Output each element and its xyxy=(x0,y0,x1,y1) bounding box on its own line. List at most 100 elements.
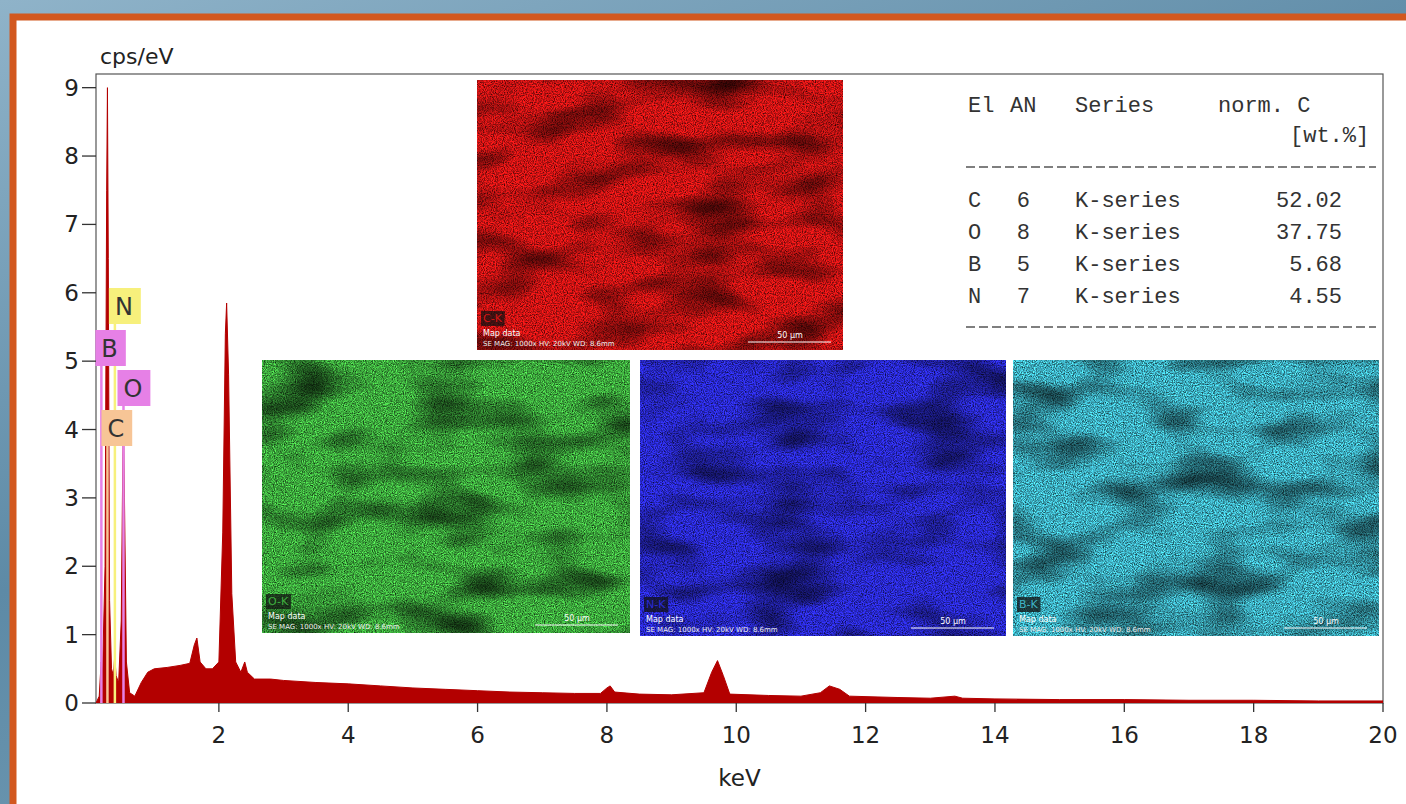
scale-bar xyxy=(1284,628,1367,629)
table-header: El xyxy=(968,94,994,119)
scale-bar-label: 50 µm xyxy=(777,331,803,340)
table-cell: C xyxy=(968,189,981,214)
table-cell: N xyxy=(968,285,981,310)
x-tick xyxy=(1253,703,1254,712)
map-info: SE MAG: 1000x HV: 20kV WD: 8.6mm xyxy=(483,340,615,348)
quant-table: El AN Series norm. C [wt.%] C 6 K-series 52.02 O 8… xyxy=(966,94,1376,327)
map-label: O-K xyxy=(268,595,289,608)
x-tick xyxy=(1124,703,1125,712)
table-cell: O xyxy=(968,221,981,246)
y-tick-label: 0 xyxy=(64,690,79,716)
map-label-bg xyxy=(266,594,291,609)
y-tick xyxy=(82,292,96,293)
y-tick-label: 2 xyxy=(64,553,79,579)
plot-frame xyxy=(96,74,1383,703)
y-tick-label: 7 xyxy=(64,211,79,237)
map-info: SE MAG: 1000x HV: 20kV WD: 8.6mm xyxy=(268,623,400,631)
map-image xyxy=(640,360,1006,636)
y-tick xyxy=(82,361,96,362)
element-label: O xyxy=(123,375,142,403)
table-cell: 6 xyxy=(1017,189,1030,214)
x-tick xyxy=(1382,703,1383,712)
x-tick xyxy=(736,703,737,712)
y-tick xyxy=(82,224,96,225)
element-map: B-K Map data SE MAG: 1000x HV: 20kV WD: 8.… xyxy=(1013,360,1379,636)
x-tick-label: 20 xyxy=(1368,722,1397,748)
table-cell: 52.02 xyxy=(1276,189,1342,214)
table-rule xyxy=(966,326,1376,327)
map-label: B-K xyxy=(1019,598,1039,611)
map-image xyxy=(477,80,843,350)
map-caption: Map data xyxy=(1019,615,1057,624)
element-label-box xyxy=(95,330,125,366)
y-tick-label: 1 xyxy=(64,622,79,648)
map-label: N-K xyxy=(646,598,666,611)
x-tick-label: 14 xyxy=(980,722,1009,748)
table-cell: K-series xyxy=(1075,285,1181,310)
x-tick-label: 12 xyxy=(851,722,880,748)
map-caption: Map data xyxy=(646,615,684,624)
x-tick-label: 4 xyxy=(341,722,356,748)
scale-bar xyxy=(911,628,994,629)
element-map: C-K Map data SE MAG: 1000x HV: 20kV WD: 8.… xyxy=(477,80,843,350)
element-label: N xyxy=(115,293,133,321)
table-header: AN xyxy=(1010,94,1036,119)
map-image xyxy=(1013,360,1379,636)
table-cell: 5 xyxy=(1017,253,1030,278)
y-tick-label: 4 xyxy=(64,417,79,443)
map-bg xyxy=(1013,360,1379,636)
table-header: Series xyxy=(1075,94,1154,119)
table-cell: K-series xyxy=(1075,189,1181,214)
table-cell: 4.55 xyxy=(1289,285,1342,310)
scale-bar xyxy=(535,625,618,626)
y-tick xyxy=(82,497,96,498)
page: NBOC01234567892468101214161820cps/eVkeVC… xyxy=(0,0,1406,804)
table-cell: 5.68 xyxy=(1289,253,1342,278)
element-map: N-K Map data SE MAG: 1000x HV: 20kV WD: 8.… xyxy=(640,360,1006,636)
y-tick-label: 8 xyxy=(64,143,79,169)
x-tick-label: 10 xyxy=(722,722,751,748)
map-label: C-K xyxy=(483,312,503,325)
y-tick xyxy=(82,87,96,88)
map-bg xyxy=(477,80,843,350)
y-tick xyxy=(82,702,96,703)
table-cell: 8 xyxy=(1017,221,1030,246)
y-tick-label: 6 xyxy=(64,280,79,306)
y-tick xyxy=(82,155,96,156)
element-line xyxy=(100,348,103,703)
table-header: norm. C xyxy=(1218,94,1310,119)
x-tick xyxy=(218,703,219,712)
map-bg xyxy=(262,360,630,633)
table-rule xyxy=(966,166,1376,167)
x-tick-label: 18 xyxy=(1239,722,1268,748)
y-tick xyxy=(82,429,96,430)
x-tick xyxy=(865,703,866,712)
element-label-box xyxy=(101,410,132,446)
map-info: SE MAG: 1000x HV: 20kV WD: 8.6mm xyxy=(646,626,778,634)
x-tick-label: 6 xyxy=(470,722,485,748)
x-axis-title: keV xyxy=(718,765,761,791)
y-tick-label: 9 xyxy=(64,75,79,101)
table-unit: [wt.%] xyxy=(1290,124,1369,149)
x-tick xyxy=(994,703,995,712)
map-image xyxy=(262,360,630,633)
element-label-box xyxy=(117,370,150,406)
element-line xyxy=(106,428,109,703)
y-tick-label: 5 xyxy=(64,348,79,374)
map-caption: Map data xyxy=(268,612,306,621)
scale-bar-label: 50 µm xyxy=(940,617,966,626)
table-cell: K-series xyxy=(1075,221,1181,246)
x-tick xyxy=(606,703,607,712)
map-label-bg xyxy=(481,311,505,326)
map-caption: Map data xyxy=(483,329,521,338)
map-label-bg xyxy=(1017,597,1041,612)
table-cell: K-series xyxy=(1075,253,1181,278)
x-tick xyxy=(477,703,478,712)
element-label: B xyxy=(101,335,117,363)
table-cell: 7 xyxy=(1017,285,1030,310)
x-tick-label: 2 xyxy=(212,722,227,748)
map-bg xyxy=(640,360,1006,636)
x-tick-label: 8 xyxy=(600,722,615,748)
map-info: SE MAG: 1000x HV: 20kV WD: 8.6mm xyxy=(1019,626,1151,634)
table-cell: B xyxy=(968,253,981,278)
